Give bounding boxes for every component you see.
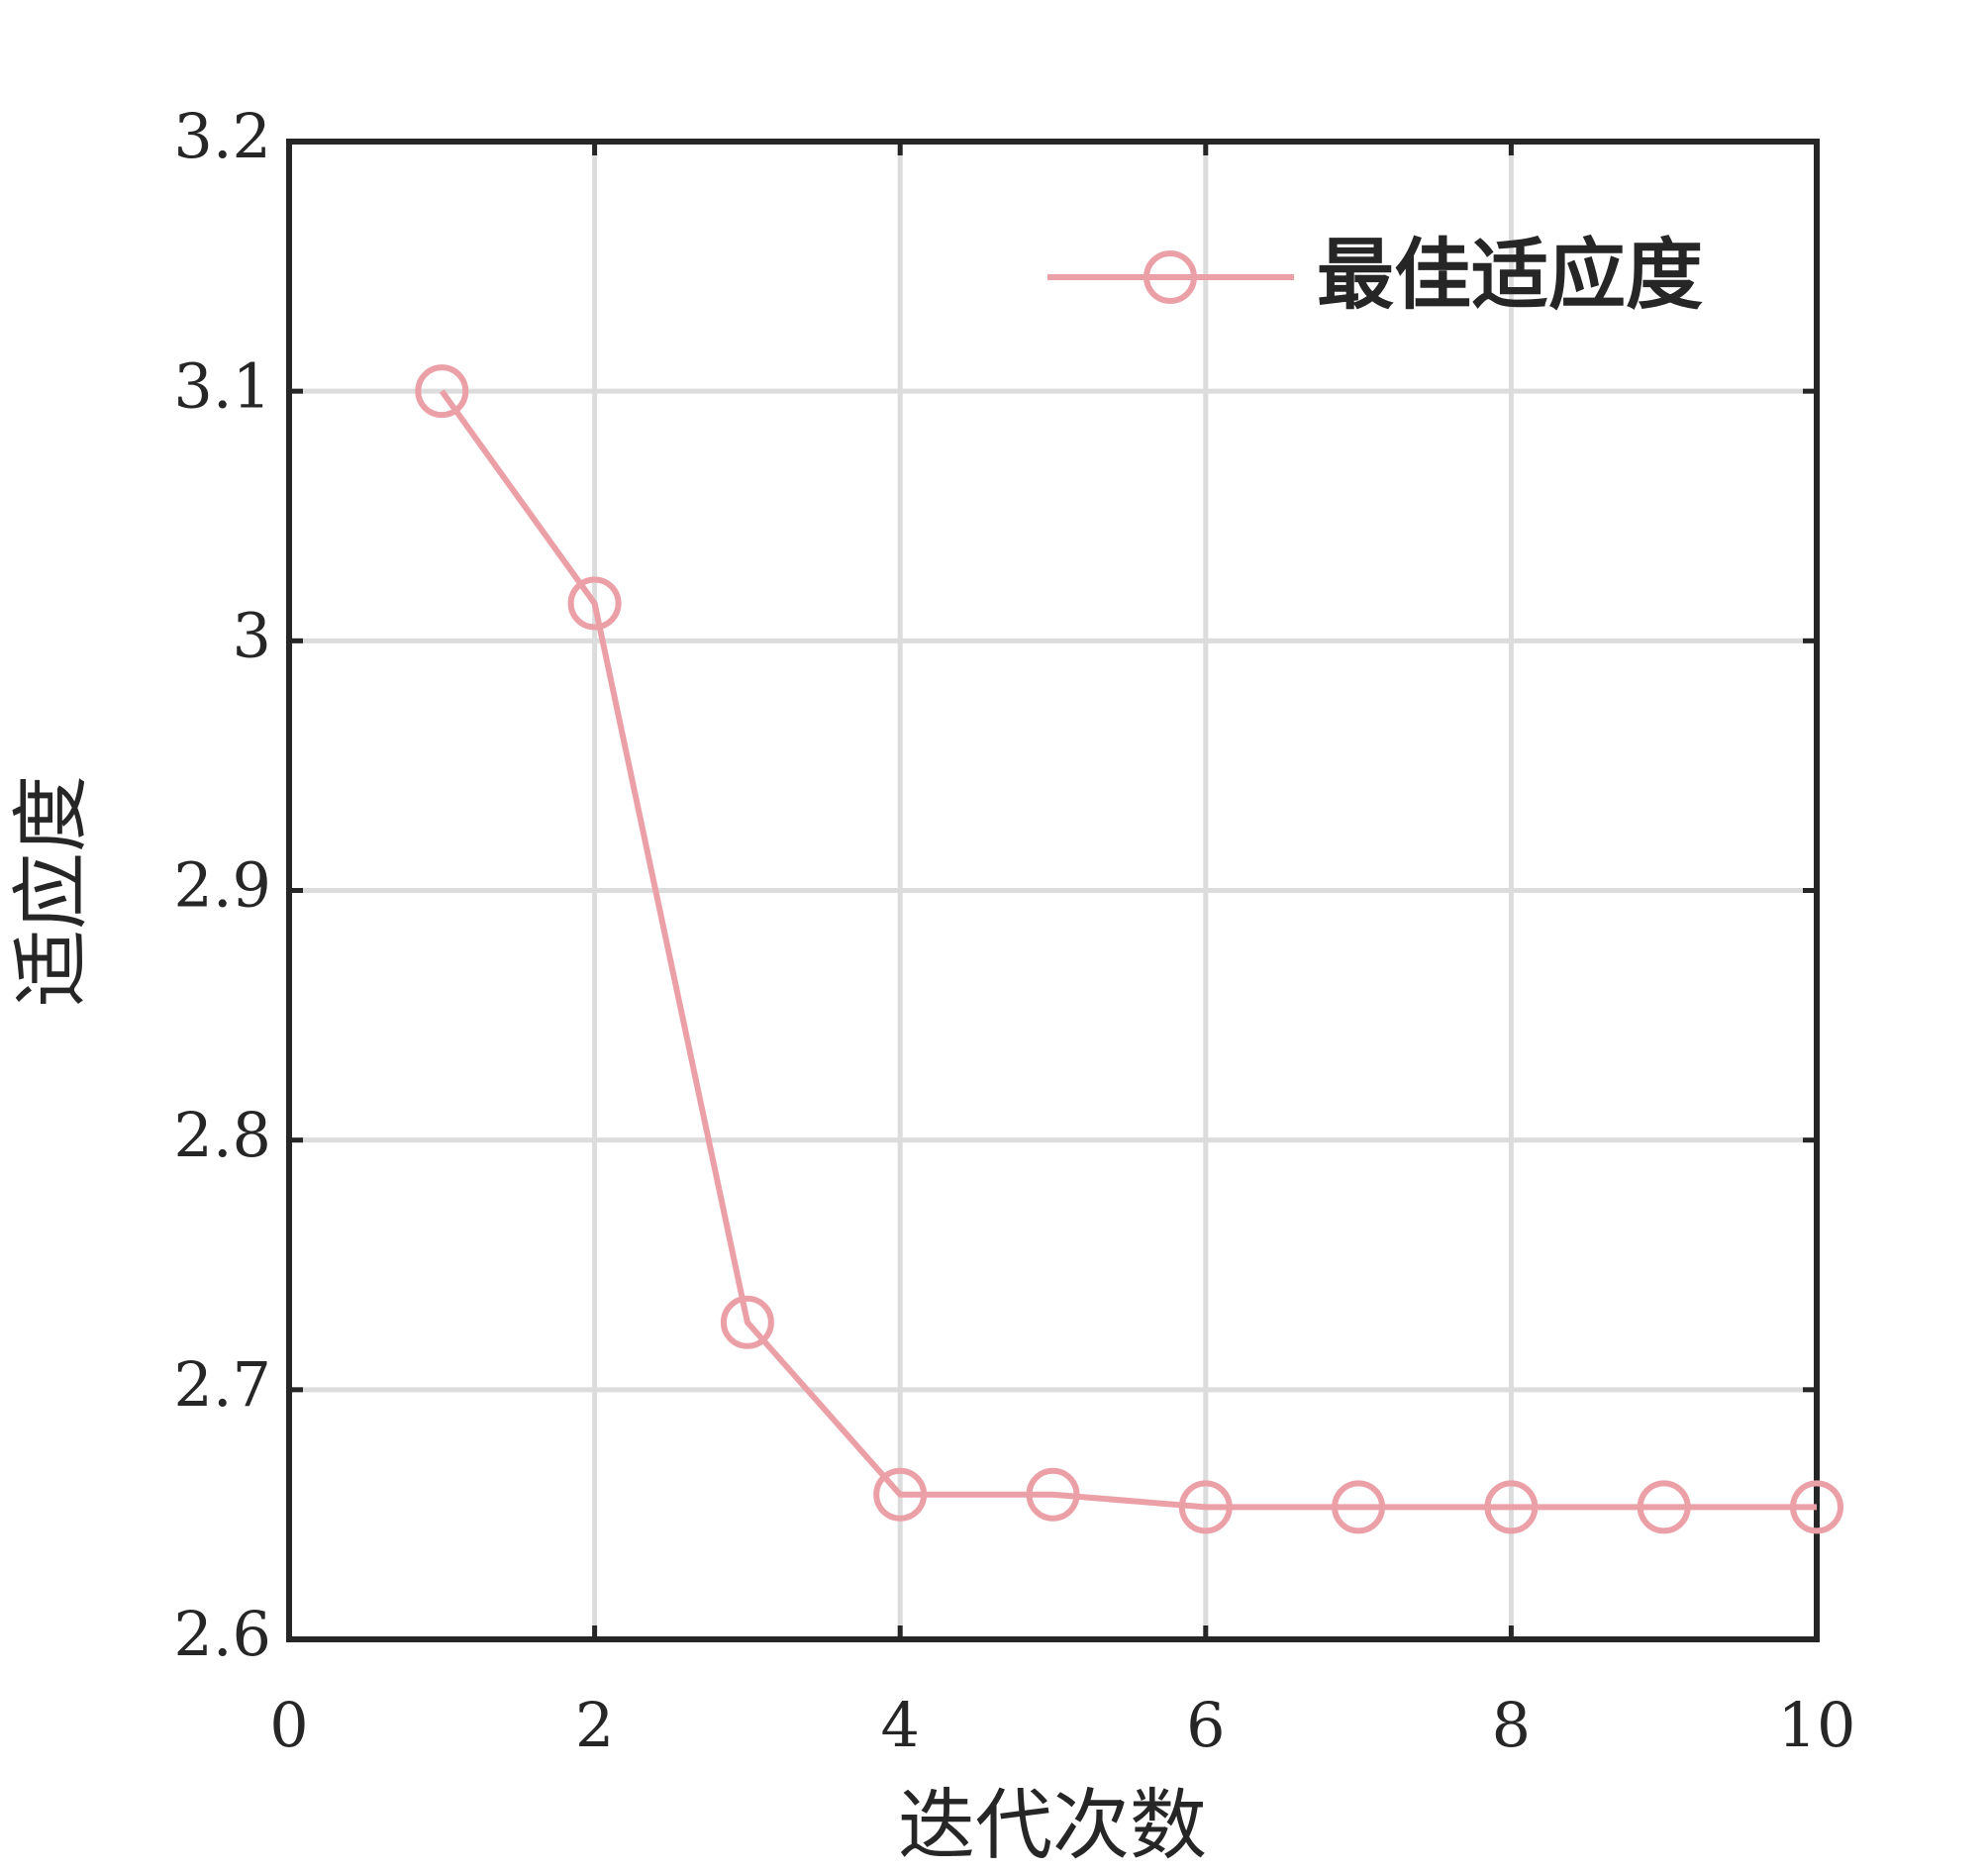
- legend-label: 最佳适应度: [1317, 231, 1703, 321]
- x-tick-label: 4: [880, 1689, 919, 1761]
- x-tick-label: 6: [1186, 1689, 1225, 1761]
- x-tick-label: 10: [1778, 1689, 1856, 1761]
- marker: [1178, 1480, 1233, 1534]
- marker: [1790, 1480, 1843, 1534]
- series-line: [439, 389, 1817, 1511]
- marker: [1026, 1467, 1080, 1522]
- x-tick-label: 2: [575, 1689, 614, 1761]
- legend-marker: [1143, 250, 1197, 304]
- y-tick-label: 2.6: [173, 1598, 271, 1670]
- marker: [720, 1295, 774, 1349]
- y-tick-label: 2.8: [173, 1099, 271, 1171]
- marker: [1484, 1480, 1539, 1534]
- marker: [415, 364, 469, 419]
- x-tick-label: 8: [1492, 1689, 1531, 1761]
- y-tick-label: 2.7: [173, 1348, 271, 1421]
- x-tick-label: 0: [269, 1689, 308, 1761]
- marker: [1637, 1480, 1691, 1534]
- x-axis-label: 迭代次数: [898, 1782, 1207, 1871]
- y-axis-label: 适应度: [8, 775, 97, 1007]
- y-tick-label: 3.1: [173, 349, 271, 422]
- plot-frame: [286, 139, 1820, 1642]
- y-tick-label: 3.2: [173, 100, 271, 172]
- marker: [1332, 1480, 1386, 1534]
- marker: [873, 1467, 928, 1522]
- y-tick-label: 2.9: [173, 849, 271, 922]
- y-tick-label: 3: [233, 599, 271, 671]
- marker: [567, 576, 622, 631]
